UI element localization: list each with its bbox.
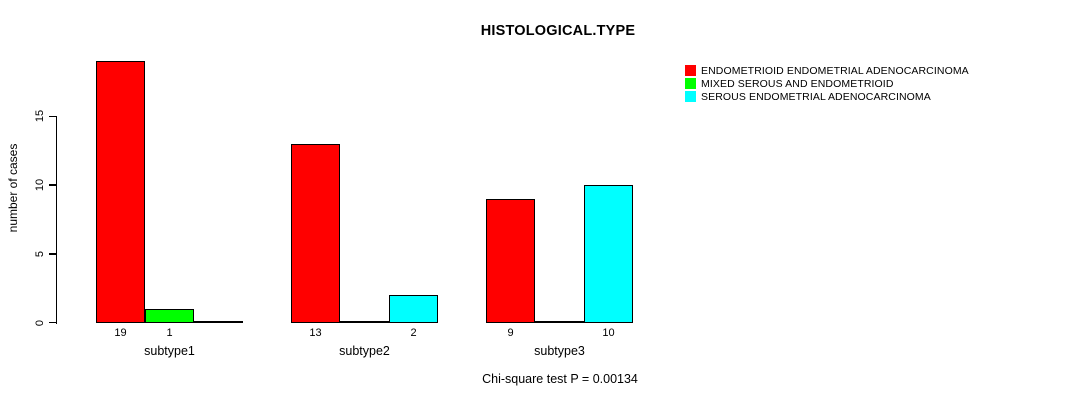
bar-zero-subtype1-series3 bbox=[194, 321, 243, 323]
x-category-label-subtype1: subtype1 bbox=[144, 343, 195, 358]
bar-value-label: 19 bbox=[114, 326, 127, 339]
chi-square-annotation: Chi-square test P = 0.00134 bbox=[482, 372, 638, 386]
y-tick-label: 10 bbox=[34, 178, 46, 192]
legend-item: SEROUS ENDOMETRIAL ADENOCARCINOMA bbox=[685, 90, 969, 103]
bar-zero-subtype3-series2 bbox=[535, 321, 584, 323]
y-tick-label: 15 bbox=[34, 110, 46, 123]
bar-subtype1-series2 bbox=[145, 308, 194, 323]
legend-swatch-icon bbox=[685, 91, 696, 102]
y-tick-label: 5 bbox=[34, 250, 46, 257]
bar-subtype2-series1 bbox=[291, 143, 340, 323]
bar-value-label: 2 bbox=[410, 326, 417, 339]
legend-swatch-icon bbox=[685, 78, 696, 89]
legend-swatch-icon bbox=[685, 65, 696, 76]
bar-value-label: 13 bbox=[309, 326, 322, 339]
legend: ENDOMETRIOID ENDOMETRIAL ADENOCARCINOMA M… bbox=[685, 64, 969, 103]
y-axis-line bbox=[55, 116, 57, 324]
y-tick bbox=[48, 253, 56, 255]
legend-label: ENDOMETRIOID ENDOMETRIAL ADENOCARCINOMA bbox=[701, 64, 969, 77]
bar-value-label: 10 bbox=[602, 326, 615, 339]
x-category-label-subtype3: subtype3 bbox=[534, 343, 585, 358]
legend-item: ENDOMETRIOID ENDOMETRIAL ADENOCARCINOMA bbox=[685, 64, 969, 77]
legend-label: MIXED SEROUS AND ENDOMETRIOID bbox=[701, 77, 894, 90]
chart-title: HISTOLOGICAL.TYPE bbox=[480, 23, 636, 39]
y-tick bbox=[48, 184, 56, 186]
legend-label: SEROUS ENDOMETRIAL ADENOCARCINOMA bbox=[701, 90, 931, 103]
x-category-label-subtype2: subtype2 bbox=[339, 343, 390, 358]
bar-zero-subtype2-series2 bbox=[340, 321, 389, 323]
bar-value-label: 1 bbox=[166, 326, 173, 339]
y-tick-label: 0 bbox=[34, 319, 46, 326]
bar-subtype2-series3 bbox=[389, 295, 438, 323]
legend-item: MIXED SEROUS AND ENDOMETRIOID bbox=[685, 77, 969, 90]
bar-subtype3-series1 bbox=[486, 198, 535, 323]
bar-subtype3-series3 bbox=[584, 185, 633, 323]
bar-subtype1-series1 bbox=[96, 61, 145, 323]
y-tick bbox=[48, 321, 56, 324]
bar-value-label: 9 bbox=[507, 326, 514, 339]
y-tick bbox=[48, 115, 56, 117]
